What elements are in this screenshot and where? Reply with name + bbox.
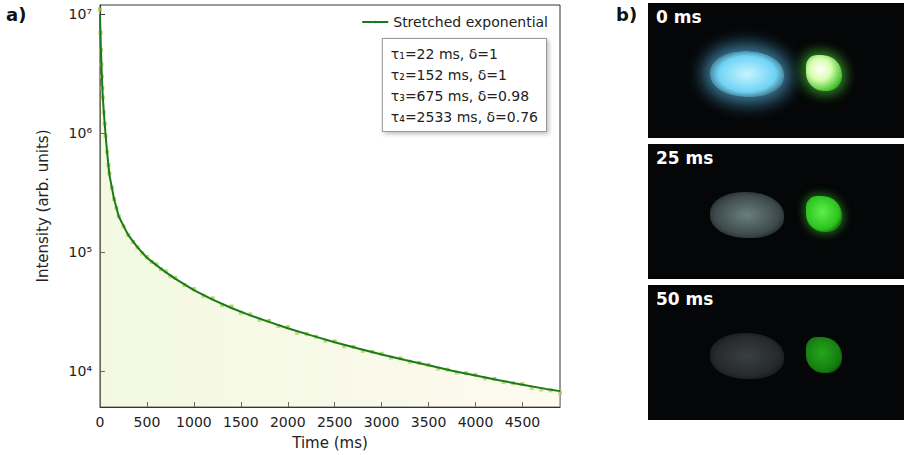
html-text:b): b) (616, 4, 638, 25)
svg-text:3000: 3000 (364, 414, 400, 430)
svg-text:Stretched exponential: Stretched exponential (393, 14, 548, 30)
svg-text:τ₄=2533 ms, δ=0.76: τ₄=2533 ms, δ=0.76 (391, 109, 538, 125)
html-text:a): a) (6, 4, 27, 25)
svg-text:10⁵: 10⁵ (69, 244, 92, 260)
svg-text:Intensity (arb. units): Intensity (arb. units) (34, 129, 52, 282)
svg-text:10⁶: 10⁶ (69, 125, 93, 141)
svg-text:0: 0 (96, 414, 105, 430)
html-text:0 ms: 0 ms (656, 7, 702, 27)
svg-text:3500: 3500 (411, 414, 447, 430)
svg-text:10⁷: 10⁷ (69, 6, 92, 22)
svg-text:τ₃=675 ms, δ=0.98: τ₃=675 ms, δ=0.98 (391, 88, 529, 104)
html-text:50 ms: 50 ms (656, 289, 714, 309)
html-text:25 ms: 25 ms (656, 148, 714, 168)
svg-text:1000: 1000 (176, 414, 212, 430)
svg-text:1500: 1500 (223, 414, 259, 430)
svg-text:2500: 2500 (317, 414, 353, 430)
svg-text:Time (ms): Time (ms) (291, 434, 368, 452)
svg-text:10⁴: 10⁴ (69, 363, 93, 379)
svg-text:4500: 4500 (505, 414, 541, 430)
svg-text:4000: 4000 (458, 414, 494, 430)
svg-text:500: 500 (134, 414, 161, 430)
svg-text:2000: 2000 (270, 414, 306, 430)
svg-text:τ₂=152 ms, δ=1: τ₂=152 ms, δ=1 (391, 67, 507, 83)
svg-text:τ₁=22 ms, δ=1: τ₁=22 ms, δ=1 (391, 46, 498, 62)
